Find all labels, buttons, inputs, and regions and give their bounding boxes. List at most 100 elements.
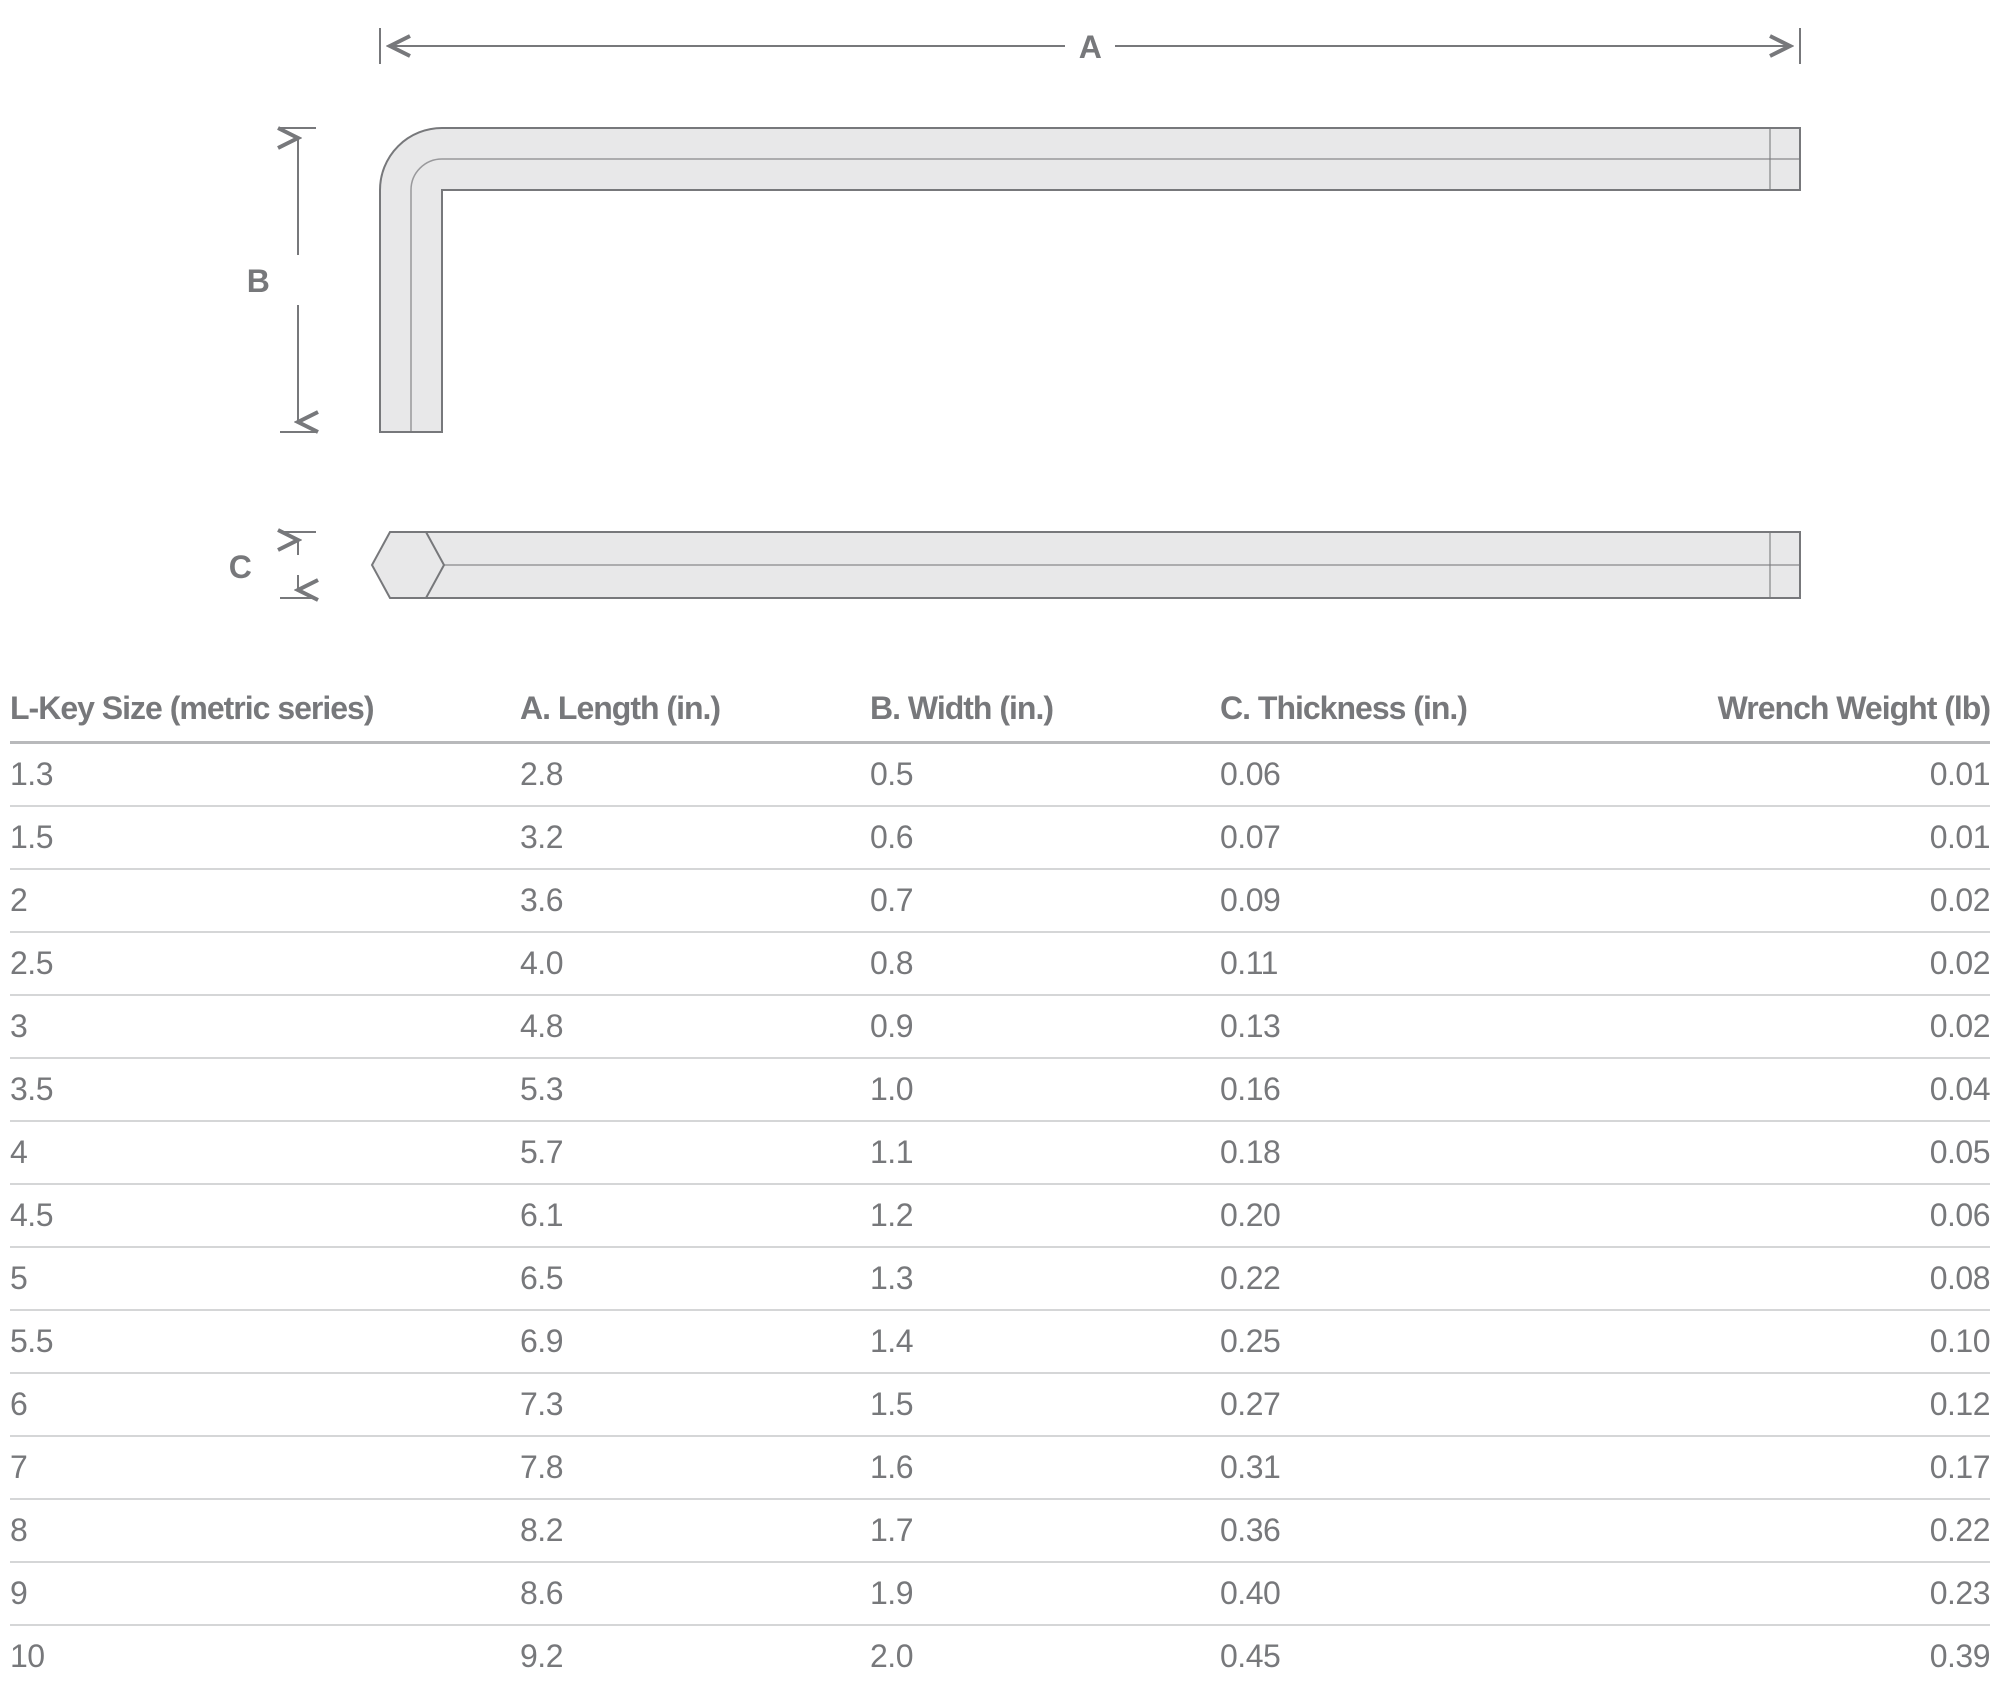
table-row: 5.56.91.40.250.10 xyxy=(10,1310,1990,1373)
table-cell: 6 xyxy=(10,1373,520,1436)
table-cell: 4 xyxy=(10,1121,520,1184)
table-cell: 0.31 xyxy=(1220,1436,1640,1499)
table-cell: 0.09 xyxy=(1220,869,1640,932)
table-cell: 0.20 xyxy=(1220,1184,1640,1247)
table-cell: 9 xyxy=(10,1562,520,1625)
col-header-weight: Wrench Weight (lb) xyxy=(1640,680,1990,743)
table-cell: 4.8 xyxy=(520,995,870,1058)
table-header-row: L-Key Size (metric series) A. Length (in… xyxy=(10,680,1990,743)
table-cell: 2.0 xyxy=(870,1625,1220,1687)
dim-label-b: B xyxy=(247,263,270,299)
table-cell: 10 xyxy=(10,1625,520,1687)
table-cell: 0.17 xyxy=(1640,1436,1990,1499)
spec-table: L-Key Size (metric series) A. Length (in… xyxy=(10,680,1990,1687)
table-cell: 0.01 xyxy=(1640,806,1990,869)
table-cell: 2.8 xyxy=(520,743,870,807)
table-cell: 0.36 xyxy=(1220,1499,1640,1562)
table-cell: 0.06 xyxy=(1640,1184,1990,1247)
table-cell: 6.1 xyxy=(520,1184,870,1247)
dimension-c: C xyxy=(229,532,316,598)
table-cell: 0.6 xyxy=(870,806,1220,869)
table-cell: 1.9 xyxy=(870,1562,1220,1625)
table-cell: 8.6 xyxy=(520,1562,870,1625)
table-cell: 1.5 xyxy=(10,806,520,869)
table-cell: 4.0 xyxy=(520,932,870,995)
table-cell: 0.45 xyxy=(1220,1625,1640,1687)
table-row: 1.32.80.50.060.01 xyxy=(10,743,1990,807)
table-cell: 0.07 xyxy=(1220,806,1640,869)
table-row: 45.71.10.180.05 xyxy=(10,1121,1990,1184)
table-cell: 0.12 xyxy=(1640,1373,1990,1436)
table-cell: 1.3 xyxy=(870,1247,1220,1310)
table-cell: 0.18 xyxy=(1220,1121,1640,1184)
col-header-size: L-Key Size (metric series) xyxy=(10,680,520,743)
table-cell: 0.23 xyxy=(1640,1562,1990,1625)
table-cell: 1.7 xyxy=(870,1499,1220,1562)
table-cell: 0.13 xyxy=(1220,995,1640,1058)
table-cell: 7.8 xyxy=(520,1436,870,1499)
table-cell: 0.8 xyxy=(870,932,1220,995)
table-cell: 1.4 xyxy=(870,1310,1220,1373)
spec-table-wrap: L-Key Size (metric series) A. Length (in… xyxy=(0,680,2000,1687)
table-cell: 0.05 xyxy=(1640,1121,1990,1184)
table-cell: 3 xyxy=(10,995,520,1058)
table-cell: 8 xyxy=(10,1499,520,1562)
table-cell: 5 xyxy=(10,1247,520,1310)
table-row: 56.51.30.220.08 xyxy=(10,1247,1990,1310)
table-row: 3.55.31.00.160.04 xyxy=(10,1058,1990,1121)
table-cell: 7 xyxy=(10,1436,520,1499)
table-row: 2.54.00.80.110.02 xyxy=(10,932,1990,995)
diagram-svg: A B C xyxy=(0,0,2000,680)
table-cell: 0.22 xyxy=(1220,1247,1640,1310)
dim-label-c: C xyxy=(229,549,252,585)
table-cell: 2.5 xyxy=(10,932,520,995)
table-row: 77.81.60.310.17 xyxy=(10,1436,1990,1499)
table-cell: 8.2 xyxy=(520,1499,870,1562)
table-cell: 0.22 xyxy=(1640,1499,1990,1562)
table-cell: 0.9 xyxy=(870,995,1220,1058)
table-row: 23.60.70.090.02 xyxy=(10,869,1990,932)
table-row: 98.61.90.400.23 xyxy=(10,1562,1990,1625)
table-cell: 9.2 xyxy=(520,1625,870,1687)
table-row: 88.21.70.360.22 xyxy=(10,1499,1990,1562)
table-row: 67.31.50.270.12 xyxy=(10,1373,1990,1436)
dimension-b: B xyxy=(247,128,316,432)
table-cell: 0.02 xyxy=(1640,995,1990,1058)
table-cell: 0.39 xyxy=(1640,1625,1990,1687)
table-row: 4.56.11.20.200.06 xyxy=(10,1184,1990,1247)
table-cell: 2 xyxy=(10,869,520,932)
table-cell: 0.08 xyxy=(1640,1247,1990,1310)
dimension-a: A xyxy=(380,28,1800,65)
table-cell: 6.5 xyxy=(520,1247,870,1310)
table-cell: 5.5 xyxy=(10,1310,520,1373)
table-cell: 3.5 xyxy=(10,1058,520,1121)
table-cell: 0.25 xyxy=(1220,1310,1640,1373)
table-cell: 0.01 xyxy=(1640,743,1990,807)
table-cell: 3.2 xyxy=(520,806,870,869)
table-row: 109.22.00.450.39 xyxy=(10,1625,1990,1687)
table-row: 1.53.20.60.070.01 xyxy=(10,806,1990,869)
table-cell: 1.3 xyxy=(10,743,520,807)
table-cell: 5.7 xyxy=(520,1121,870,1184)
table-cell: 0.27 xyxy=(1220,1373,1640,1436)
table-cell: 0.02 xyxy=(1640,932,1990,995)
table-cell: 1.6 xyxy=(870,1436,1220,1499)
lkey-side-view xyxy=(372,532,1800,598)
table-cell: 5.3 xyxy=(520,1058,870,1121)
col-header-thickness: C. Thickness (in.) xyxy=(1220,680,1640,743)
table-cell: 0.06 xyxy=(1220,743,1640,807)
table-row: 34.80.90.130.02 xyxy=(10,995,1990,1058)
dimension-diagram: A B C xyxy=(0,0,2000,680)
table-cell: 1.1 xyxy=(870,1121,1220,1184)
dim-label-a: A xyxy=(1079,29,1102,65)
table-cell: 4.5 xyxy=(10,1184,520,1247)
table-cell: 0.5 xyxy=(870,743,1220,807)
table-cell: 1.2 xyxy=(870,1184,1220,1247)
table-cell: 0.10 xyxy=(1640,1310,1990,1373)
table-cell: 6.9 xyxy=(520,1310,870,1373)
table-cell: 0.02 xyxy=(1640,869,1990,932)
col-header-width: B. Width (in.) xyxy=(870,680,1220,743)
table-cell: 3.6 xyxy=(520,869,870,932)
table-cell: 1.0 xyxy=(870,1058,1220,1121)
table-cell: 0.7 xyxy=(870,869,1220,932)
